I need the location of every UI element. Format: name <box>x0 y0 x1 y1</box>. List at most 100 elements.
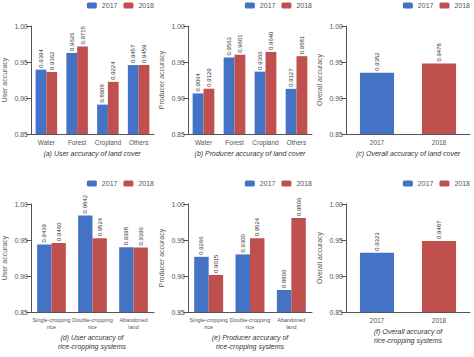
svg-text:0.9396: 0.9396 <box>138 226 144 245</box>
svg-text:0.9715: 0.9715 <box>80 26 86 45</box>
svg-text:0.85: 0.85 <box>14 309 28 316</box>
svg-text:0.90: 0.90 <box>171 273 185 280</box>
svg-text:0.9563: 0.9563 <box>226 36 232 55</box>
svg-text:0.9394: 0.9394 <box>38 49 44 68</box>
svg-text:2018: 2018 <box>432 139 447 146</box>
svg-text:0.95: 0.95 <box>14 59 28 66</box>
svg-text:0.9362: 0.9362 <box>49 51 55 70</box>
svg-text:2018: 2018 <box>454 180 470 187</box>
svg-text:2017: 2017 <box>418 180 434 187</box>
svg-text:Overall accuracy: Overall accuracy <box>316 231 324 284</box>
svg-text:Others: Others <box>287 139 307 146</box>
svg-text:1.00: 1.00 <box>14 201 28 208</box>
svg-text:0.9459: 0.9459 <box>141 44 147 63</box>
svg-text:0.9601: 0.9601 <box>237 34 243 53</box>
svg-text:Single-cropping: Single-cropping <box>190 317 228 323</box>
svg-text:1.00: 1.00 <box>171 201 185 208</box>
svg-text:land: land <box>286 324 296 330</box>
svg-text:0.9626: 0.9626 <box>69 32 75 51</box>
svg-text:0.85: 0.85 <box>14 131 28 138</box>
svg-text:0.9015: 0.9015 <box>213 254 219 273</box>
svg-text:Others: Others <box>129 139 149 146</box>
svg-text:0.9323: 0.9323 <box>374 232 380 251</box>
svg-text:0.95: 0.95 <box>329 59 343 66</box>
svg-text:0.95: 0.95 <box>171 59 185 66</box>
svg-text:0.9524: 0.9524 <box>254 217 260 236</box>
svg-text:0.95: 0.95 <box>329 237 343 244</box>
svg-text:(c) Overall accuracy of land c: (c) Overall accuracy of land cover <box>356 150 461 158</box>
svg-text:2018: 2018 <box>454 2 470 9</box>
svg-text:Water: Water <box>195 139 213 146</box>
svg-text:0.9581: 0.9581 <box>299 35 305 54</box>
svg-text:rice: rice <box>88 324 97 330</box>
svg-text:(d) User accuracy of: (d) User accuracy of <box>60 334 124 342</box>
svg-text:Producer accuracy: Producer accuracy <box>158 228 166 287</box>
svg-text:0.9352: 0.9352 <box>374 52 380 71</box>
svg-text:rice: rice <box>47 324 56 330</box>
svg-text:0.90: 0.90 <box>329 95 343 102</box>
svg-text:0.9524: 0.9524 <box>97 217 103 236</box>
svg-text:2017: 2017 <box>260 180 276 187</box>
svg-text:0.95: 0.95 <box>14 237 28 244</box>
svg-text:2018: 2018 <box>432 317 447 324</box>
svg-text:2017: 2017 <box>260 2 276 9</box>
svg-text:2017: 2017 <box>370 139 385 146</box>
svg-text:0.9478: 0.9478 <box>436 43 442 62</box>
svg-text:1.00: 1.00 <box>329 201 343 208</box>
svg-text:1.00: 1.00 <box>14 23 28 30</box>
svg-text:0.9457: 0.9457 <box>130 44 136 63</box>
svg-text:0.90: 0.90 <box>171 95 185 102</box>
svg-text:2017: 2017 <box>102 180 118 187</box>
svg-text:User accuracy: User accuracy <box>1 57 9 102</box>
svg-text:0.85: 0.85 <box>171 309 185 316</box>
svg-text:2018: 2018 <box>296 2 312 9</box>
svg-text:2018: 2018 <box>296 180 312 187</box>
svg-text:Water: Water <box>38 139 56 146</box>
svg-text:Double-cropping: Double-cropping <box>72 317 112 323</box>
svg-text:Producer accuracy: Producer accuracy <box>158 50 166 109</box>
svg-text:0.85: 0.85 <box>329 309 343 316</box>
svg-text:0.9806: 0.9806 <box>296 197 302 216</box>
svg-text:0.9398: 0.9398 <box>123 226 129 245</box>
svg-text:0.85: 0.85 <box>329 131 343 138</box>
svg-text:2018: 2018 <box>138 2 154 9</box>
svg-text:Overall accuracy: Overall accuracy <box>316 53 324 106</box>
svg-text:Forest: Forest <box>225 139 244 146</box>
svg-text:0.90: 0.90 <box>14 273 28 280</box>
svg-text:0.95: 0.95 <box>171 237 185 244</box>
svg-text:Cropland: Cropland <box>95 139 122 147</box>
svg-text:1.00: 1.00 <box>329 23 343 30</box>
svg-text:0.9127: 0.9127 <box>288 68 294 87</box>
svg-text:2017: 2017 <box>370 317 385 324</box>
svg-text:0.9460: 0.9460 <box>56 222 62 241</box>
svg-text:0.9640: 0.9640 <box>268 31 274 50</box>
svg-text:0.90: 0.90 <box>329 273 343 280</box>
svg-text:0.9064: 0.9064 <box>195 72 201 91</box>
svg-text:0.90: 0.90 <box>14 95 28 102</box>
svg-text:0.85: 0.85 <box>171 131 185 138</box>
svg-text:Double-cropping: Double-cropping <box>230 317 270 323</box>
svg-text:(f) Overall accuracy of: (f) Overall accuracy of <box>374 328 444 336</box>
svg-text:0.8806: 0.8806 <box>281 269 287 288</box>
svg-text:Single-cropping: Single-cropping <box>32 317 70 323</box>
svg-text:Abandoned: Abandoned <box>119 317 147 323</box>
svg-text:(b) Producer accuracy of land: (b) Producer accuracy of land cover <box>195 150 307 158</box>
svg-text:rice-cropping systems: rice-cropping systems <box>374 337 443 345</box>
svg-text:rice: rice <box>246 324 255 330</box>
svg-text:2017: 2017 <box>418 2 434 9</box>
svg-text:0.9842: 0.9842 <box>82 194 88 213</box>
svg-text:rice: rice <box>204 324 213 330</box>
svg-text:0.9224: 0.9224 <box>110 61 116 80</box>
svg-text:0.9439: 0.9439 <box>41 223 47 242</box>
svg-text:0.8908: 0.8908 <box>99 84 105 103</box>
svg-text:(e) Producer accuracy of: (e) Producer accuracy of <box>212 334 290 342</box>
svg-text:User accuracy: User accuracy <box>1 235 9 280</box>
svg-text:0.9300: 0.9300 <box>240 233 246 252</box>
svg-text:1.00: 1.00 <box>171 23 185 30</box>
svg-text:Forest: Forest <box>68 139 87 146</box>
svg-text:land: land <box>128 324 138 330</box>
svg-text:Abandoned: Abandoned <box>277 317 305 323</box>
svg-text:2017: 2017 <box>102 2 118 9</box>
svg-text:2018: 2018 <box>138 180 154 187</box>
svg-text:rice-cropping systems: rice-cropping systems <box>216 343 285 351</box>
